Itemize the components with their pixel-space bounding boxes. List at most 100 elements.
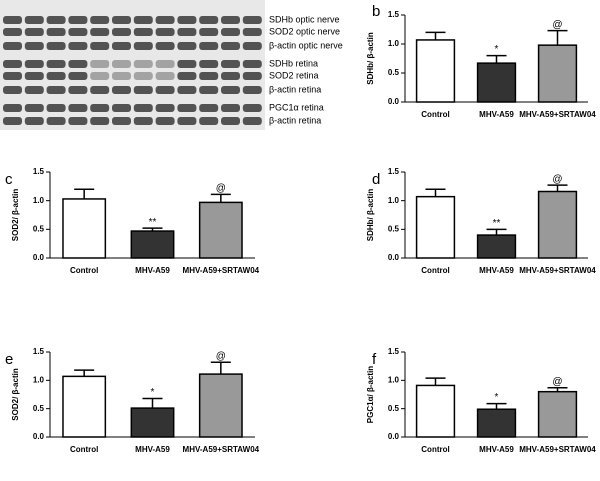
blot-band [177, 104, 197, 112]
blot-band [155, 16, 175, 24]
panel-label: e [5, 351, 13, 368]
blot-band [221, 86, 240, 94]
x-tick-label: MHV-A59+SRTAW04 [519, 110, 596, 119]
x-tick-label: Control [421, 445, 449, 454]
blot-band [68, 42, 88, 50]
blot-band [3, 60, 22, 68]
bar [476, 62, 517, 103]
blot-band [133, 104, 153, 112]
blot-band [133, 117, 153, 125]
bar [537, 390, 578, 438]
blot-band [112, 16, 131, 24]
x-tick-label: MHV-A59 [135, 445, 170, 454]
x-tick-label: MHV-A59 [479, 445, 514, 454]
blot-band [68, 60, 88, 68]
blot-band [242, 28, 262, 36]
x-tick-label: Control [70, 266, 98, 275]
blot-band [68, 28, 88, 36]
blot-band [90, 42, 110, 50]
bar [130, 407, 175, 438]
y-tick-label: 1.0 [388, 375, 400, 384]
significance: @ [552, 19, 562, 30]
bar [198, 201, 243, 259]
y-tick-label: 0.5 [33, 224, 45, 233]
blot-band [90, 16, 110, 24]
blot-band [242, 86, 262, 94]
blot-band [112, 60, 131, 68]
x-tick-label: Control [421, 266, 449, 275]
blot-band [199, 104, 219, 112]
blot-band [221, 117, 240, 125]
blot-band [3, 28, 22, 36]
blot-label: SDHb optic nerve [269, 14, 340, 24]
blot-band [24, 72, 44, 80]
blot-band [133, 72, 153, 80]
blot-band [24, 117, 44, 125]
y-tick-label: 1.5 [388, 10, 400, 19]
blot-band [242, 104, 262, 112]
blot-band [68, 117, 88, 125]
y-tick-label: 1.5 [388, 167, 400, 176]
blot-band [199, 60, 219, 68]
blot-band [133, 28, 153, 36]
blot-band [90, 72, 110, 80]
bar [62, 198, 107, 259]
y-axis-label: SDHb/ β-actin [366, 32, 375, 85]
bar [537, 44, 578, 103]
blot-band [46, 42, 66, 50]
blot-band [199, 16, 219, 24]
y-tick-label: 0.0 [388, 432, 400, 441]
y-tick-label: 0.5 [388, 68, 400, 77]
y-tick-label: 0.5 [388, 404, 400, 413]
y-axis-label: SDHb/ β-actin [366, 189, 375, 242]
blot-band [221, 28, 240, 36]
blot-label: SDHb retina [269, 58, 318, 68]
blot-band [112, 104, 131, 112]
significance: * [495, 44, 499, 55]
significance: ** [493, 218, 501, 229]
blot-band [133, 60, 153, 68]
blot-label: β-actin retina [269, 115, 321, 125]
y-tick-label: 1.0 [33, 196, 45, 205]
x-tick-label: Control [70, 445, 98, 454]
y-axis-label: PGC1α/ β-actin [366, 366, 375, 423]
panel-label: c [5, 171, 13, 188]
blot-band [199, 86, 219, 94]
blot-band [3, 42, 22, 50]
blot-band [3, 16, 22, 24]
blot-band [3, 72, 22, 80]
blot-band [155, 104, 175, 112]
blot-band [177, 28, 197, 36]
blot-band [24, 42, 44, 50]
blot-band [177, 72, 197, 80]
blot-band [133, 16, 153, 24]
blot-band [155, 117, 175, 125]
panel-label: b [372, 3, 380, 20]
blot-label: PGC1α retina [269, 102, 324, 112]
blot-band [177, 16, 197, 24]
blot-band [90, 104, 110, 112]
blot-band [155, 42, 175, 50]
blot-band [177, 86, 197, 94]
blot-band [112, 72, 131, 80]
blot-band [199, 28, 219, 36]
blot-band [112, 86, 131, 94]
blot-band [68, 72, 88, 80]
significance: @ [552, 174, 562, 185]
blot-band [221, 42, 240, 50]
blot-band [242, 42, 262, 50]
x-tick-label: MHV-A59+SRTAW04 [519, 445, 596, 454]
blot-band [68, 86, 88, 94]
blot-band [68, 16, 88, 24]
y-axis-label: SOD2/ β-actin [11, 189, 20, 242]
blot-band [46, 16, 66, 24]
blot-band [177, 117, 197, 125]
blot-band [242, 72, 262, 80]
x-tick-label: MHV-A59+SRTAW04 [519, 266, 596, 275]
blot-label: SOD2 optic nerve [269, 26, 340, 36]
significance: * [495, 392, 499, 403]
y-tick-label: 1.0 [388, 39, 400, 48]
y-tick-label: 0.5 [33, 404, 45, 413]
blot-image [0, 0, 265, 130]
